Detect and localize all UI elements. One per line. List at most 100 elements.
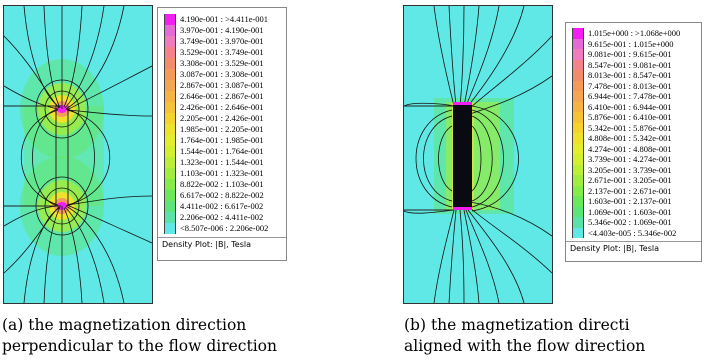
legend-label: 9.615e-001 : 1.015e+000 bbox=[588, 38, 674, 49]
legend-row: 1.069e-001 : 1.603e-001 bbox=[572, 207, 672, 218]
legend-row: 1.103e-001 : 1.323e-001 bbox=[164, 168, 264, 179]
legend-row: 1.764e-001 : 1.985e-001 bbox=[164, 135, 264, 146]
legend-swatch bbox=[164, 223, 176, 234]
legend-swatch bbox=[164, 58, 176, 69]
legend-swatch bbox=[572, 164, 584, 176]
legend-row: 3.308e-001 : 3.529e-001 bbox=[164, 58, 264, 69]
legend-swatch bbox=[164, 25, 176, 36]
legend-label: 7.478e-001 : 8.013e-001 bbox=[588, 80, 672, 91]
legend-label: 1.985e-001 : 2.205e-001 bbox=[180, 124, 264, 134]
legend-label: 3.739e-001 : 4.274e-001 bbox=[588, 154, 672, 164]
legend-label: 2.206e-002 : 4.411e-002 bbox=[180, 212, 264, 222]
legend-swatch bbox=[572, 196, 584, 207]
legend-label: 3.749e-001 : 3.970e-001 bbox=[180, 36, 264, 46]
legend-label: 4.274e-001 : 4.808e-001 bbox=[588, 143, 672, 154]
legend-swatch bbox=[572, 49, 584, 60]
legend-swatch bbox=[572, 185, 584, 197]
legend-row: 5.876e-001 : 6.410e-001 bbox=[572, 112, 672, 123]
legend-label: 4.411e-002 : 6.617e-002 bbox=[180, 201, 264, 211]
legend-row: 6.617e-002 : 8.822e-002 bbox=[164, 190, 264, 201]
legend-swatch bbox=[572, 28, 584, 39]
legend-label: 4.808e-001 : 5.342e-001 bbox=[588, 133, 672, 143]
legend-row: 3.749e-001 : 3.970e-001 bbox=[164, 36, 264, 47]
legend-row: 7.478e-001 : 8.013e-001 bbox=[572, 81, 672, 92]
legend-label: 3.308e-001 : 3.529e-001 bbox=[180, 58, 264, 68]
legend-label: 1.764e-001 : 1.985e-001 bbox=[180, 135, 264, 145]
legend-label: 8.822e-002 : 1.103e-001 bbox=[180, 179, 264, 189]
legend-label: 3.970e-001 : 4.190e-001 bbox=[180, 25, 264, 35]
caption-b-line2: aligned with the flow direction bbox=[404, 337, 646, 355]
legend-row: <8.507e-006 : 2.206e-002 bbox=[164, 223, 268, 234]
legend-label: 1.015e+000 : >1.068e+000 bbox=[588, 28, 681, 38]
legend-swatch bbox=[572, 143, 584, 155]
legend-row: 2.137e-001 : 2.671e-001 bbox=[572, 186, 672, 197]
legend-label: 6.617e-002 : 8.822e-002 bbox=[180, 190, 264, 200]
legend-swatch bbox=[572, 38, 584, 50]
legend-swatch bbox=[572, 101, 584, 113]
field-plot-b bbox=[403, 5, 553, 304]
legend-b: 1.015e+000 : >1.068e+000 9.615e-001 : 1.0… bbox=[565, 22, 702, 262]
legend-row: 1.323e-001 : 1.544e-001 bbox=[164, 157, 264, 168]
legend-label: 2.671e-001 : 3.205e-001 bbox=[588, 175, 672, 185]
legend-swatch bbox=[164, 212, 176, 223]
caption-a-line1: (a) the magnetization direction bbox=[2, 316, 247, 334]
legend-row: <4.403e-005 : 5.346e-002 bbox=[572, 228, 676, 239]
legend-swatch bbox=[164, 179, 176, 190]
legend-label: 1.603e-001 : 2.137e-001 bbox=[588, 196, 672, 206]
legend-row: 3.087e-001 : 3.308e-001 bbox=[164, 69, 264, 80]
legend-label: 1.323e-001 : 1.544e-001 bbox=[180, 157, 264, 167]
legend-label: 4.190e-001 : >4.411e-001 bbox=[180, 14, 269, 24]
legend-label: <8.507e-006 : 2.206e-002 bbox=[180, 223, 269, 233]
legend-label: 3.529e-001 : 3.749e-001 bbox=[180, 47, 264, 57]
legend-b-footer: Density Plot: |B|, Tesla bbox=[566, 241, 701, 255]
caption-a-line2: perpendicular to the flow direction bbox=[2, 337, 277, 355]
legend-label: 2.137e-001 : 2.671e-001 bbox=[588, 185, 672, 196]
legend-swatch bbox=[572, 154, 584, 165]
legend-swatch bbox=[572, 227, 584, 239]
legend-label: <4.403e-005 : 5.346e-002 bbox=[588, 227, 677, 238]
legend-label: 2.426e-001 : 2.646e-001 bbox=[180, 102, 264, 112]
legend-row: 1.985e-001 : 2.205e-001 bbox=[164, 124, 264, 135]
legend-swatch bbox=[572, 80, 584, 92]
legend-swatch bbox=[164, 102, 176, 113]
legend-row: 3.970e-001 : 4.190e-001 bbox=[164, 25, 264, 36]
legend-row: 3.205e-001 : 3.739e-001 bbox=[572, 165, 672, 176]
legend-row: 5.342e-001 : 5.876e-001 bbox=[572, 123, 672, 134]
legend-row: 3.739e-001 : 4.274e-001 bbox=[572, 154, 672, 165]
legend-row: 1.544e-001 : 1.764e-001 bbox=[164, 146, 264, 157]
legend-swatch bbox=[164, 135, 176, 146]
legend-swatch bbox=[164, 157, 176, 168]
legend-swatch bbox=[572, 133, 584, 144]
legend-label: 6.410e-001 : 6.944e-001 bbox=[588, 101, 672, 112]
legend-swatch bbox=[164, 47, 176, 58]
legend-label: 9.081e-001 : 9.615e-001 bbox=[588, 49, 672, 59]
legend-row: 2.646e-001 : 2.867e-001 bbox=[164, 91, 264, 102]
legend-label: 1.544e-001 : 1.764e-001 bbox=[180, 146, 264, 156]
legend-a-footer: Density Plot: |B|, Tesla bbox=[158, 237, 286, 251]
legend-row: 8.822e-002 : 1.103e-001 bbox=[164, 179, 264, 190]
legend-label: 8.013e-001 : 8.547e-001 bbox=[588, 70, 672, 80]
legend-row: 4.274e-001 : 4.808e-001 bbox=[572, 144, 672, 155]
legend-row: 8.547e-001 : 9.081e-001 bbox=[572, 60, 672, 71]
legend-swatch bbox=[164, 36, 176, 47]
legend-label: 2.867e-001 : 3.087e-001 bbox=[180, 80, 264, 90]
legend-row: 2.426e-001 : 2.646e-001 bbox=[164, 102, 264, 113]
legend-row: 6.410e-001 : 6.944e-001 bbox=[572, 102, 672, 113]
legend-swatch bbox=[572, 91, 584, 102]
field-lines-b bbox=[404, 6, 552, 303]
legend-label: 3.087e-001 : 3.308e-001 bbox=[180, 69, 264, 79]
legend-row: 4.190e-001 : >4.411e-001 bbox=[164, 14, 268, 25]
legend-row: 2.671e-001 : 3.205e-001 bbox=[572, 175, 672, 186]
legend-swatch bbox=[164, 168, 176, 179]
legend-row: 4.808e-001 : 5.342e-001 bbox=[572, 133, 672, 144]
legend-swatch bbox=[572, 70, 584, 81]
legend-label: 8.547e-001 : 9.081e-001 bbox=[588, 59, 672, 70]
legend-row: 8.013e-001 : 8.547e-001 bbox=[572, 70, 672, 81]
legend-label: 2.646e-001 : 2.867e-001 bbox=[180, 91, 264, 101]
legend-swatch bbox=[572, 175, 584, 186]
legend-label: 5.876e-001 : 6.410e-001 bbox=[588, 112, 672, 122]
legend-label: 5.342e-001 : 5.876e-001 bbox=[588, 122, 672, 133]
legend-label: 6.944e-001 : 7.478e-001 bbox=[588, 91, 672, 101]
legend-swatch bbox=[164, 146, 176, 157]
legend-row: 1.603e-001 : 2.137e-001 bbox=[572, 196, 672, 207]
